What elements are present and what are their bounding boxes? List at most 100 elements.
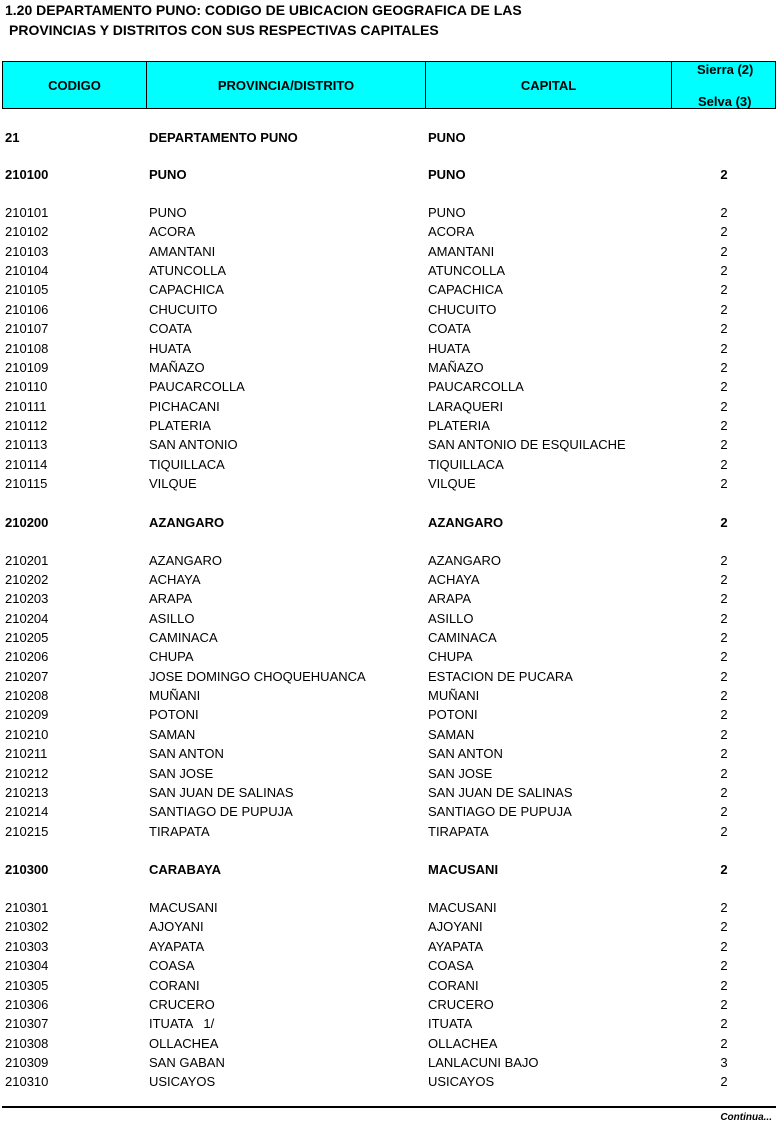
cell: 2 (720, 1074, 728, 1090)
cell: PICHACANI (149, 398, 220, 414)
cell: 2 (720, 379, 728, 395)
cell: 2 (720, 919, 728, 935)
cell: MAÑAZO (428, 359, 484, 375)
cell: AJOYANI (149, 919, 204, 935)
cell: ACORA (149, 224, 196, 240)
cell: 2 (720, 862, 728, 878)
cell: TIRAPATA (149, 823, 210, 839)
cell: AZANGARO (149, 552, 222, 568)
cell: OLLACHEA (428, 1035, 498, 1051)
cell: VILQUE (149, 476, 197, 492)
cell: 2 (720, 823, 728, 839)
cell: 2 (720, 282, 728, 298)
cell: ATUNCOLLA (428, 263, 506, 279)
cell: 210208 (5, 688, 49, 704)
cell: ATUNCOLLA (149, 263, 227, 279)
cell: SAN JUAN DE SALINAS (428, 784, 573, 800)
cell: 2 (720, 301, 728, 317)
cell: 210304 (5, 958, 49, 974)
cell: COASA (149, 958, 195, 974)
cell: 2 (720, 224, 728, 240)
cell: SAN GABAN (149, 1054, 225, 1070)
cell: 210303 (5, 938, 49, 954)
cell: CRUCERO (149, 996, 215, 1012)
cell: 2 (720, 610, 728, 626)
cell: CRUCERO (428, 996, 494, 1012)
cell: 2 (720, 996, 728, 1012)
rule (2, 1106, 776, 1108)
cell: 2 (720, 688, 728, 704)
cell: OLLACHEA (149, 1035, 219, 1051)
cell: 2 (720, 359, 728, 375)
cell: 2 (720, 938, 728, 954)
cell: 2 (720, 321, 728, 337)
cell: CAPACHICA (428, 282, 503, 298)
cell: PLATERIA (149, 417, 211, 433)
cell: 210109 (5, 359, 49, 375)
cell: AJOYANI (428, 919, 483, 935)
cell: 2 (720, 456, 728, 472)
cell: SAN JOSE (428, 765, 493, 781)
cell: 210205 (5, 629, 49, 645)
cell: SAMAN (149, 726, 196, 742)
cell: 2 (720, 1035, 728, 1051)
cell: 210115 (5, 476, 48, 492)
cell: LARAQUERI (428, 398, 504, 414)
cell: CHUCUITO (149, 301, 218, 317)
cell: 2 (720, 958, 728, 974)
cell: 21 (5, 130, 20, 145)
cell: 210105 (5, 282, 49, 298)
cell: ESTACION DE PUCARA (428, 668, 573, 684)
cell: 2 (720, 398, 728, 414)
cell: MACUSANI (428, 862, 499, 878)
cell: AMANTANI (428, 243, 495, 259)
cell: SAN ANTONIO DE ESQUILACHE (428, 437, 626, 453)
cell: MACUSANI (428, 900, 497, 916)
cell: 210108 (5, 340, 49, 356)
cell: JOSE DOMINGO CHOQUEHUANCA (149, 668, 366, 684)
cell: 2 (720, 977, 728, 993)
header-cell: Selva (3) (698, 94, 752, 109)
cell: AMANTANI (149, 243, 216, 259)
cell: 2 (720, 417, 728, 433)
cell: 210212 (5, 765, 49, 781)
cell: LANLACUNI BAJO (428, 1054, 539, 1070)
cell: COASA (428, 958, 474, 974)
cell: SAN JUAN DE SALINAS (149, 784, 294, 800)
cell: CARABAYA (149, 862, 222, 878)
cell: 210203 (5, 591, 49, 607)
cell: 2 (720, 784, 728, 800)
cell: 210103 (5, 243, 49, 259)
cell: SANTIAGO DE PUPUJA (428, 804, 572, 820)
cell: AYAPATA (428, 938, 484, 954)
cell: TIQUILLACA (428, 456, 504, 472)
title: PROVINCIAS Y DISTRITOS CON SUS RESPECTIV… (9, 22, 439, 38)
cell: ACHAYA (428, 571, 480, 587)
cell: SAN ANTON (428, 746, 503, 762)
cell: 210101 (5, 205, 49, 220)
cell: CAMINACA (428, 629, 497, 645)
cell: 2 (720, 765, 728, 781)
cell: 210210 (5, 726, 49, 742)
cell: PLATERIA (428, 417, 490, 433)
cell: 210201 (5, 552, 49, 568)
cell: 2 (720, 514, 728, 530)
cell: DEPARTAMENTO PUNO (149, 130, 298, 145)
cell: 210302 (5, 919, 49, 935)
cell: 2 (720, 476, 728, 492)
cell: CORANI (149, 977, 200, 993)
cell: TIRAPATA (428, 823, 489, 839)
cell: ACORA (428, 224, 475, 240)
cell: 210213 (5, 784, 49, 800)
cell: 210110 (5, 379, 48, 395)
cell: 2 (720, 804, 728, 820)
cell: 210309 (5, 1054, 49, 1070)
cell: AZANGARO (428, 514, 504, 530)
cell: 210111 (5, 398, 47, 414)
cell: 2 (720, 167, 728, 182)
cell: 210102 (5, 224, 49, 240)
cell: VILQUE (428, 476, 476, 492)
cell: 210204 (5, 610, 49, 626)
header-cell: CAPITAL (426, 62, 672, 108)
cell: 210306 (5, 996, 49, 1012)
